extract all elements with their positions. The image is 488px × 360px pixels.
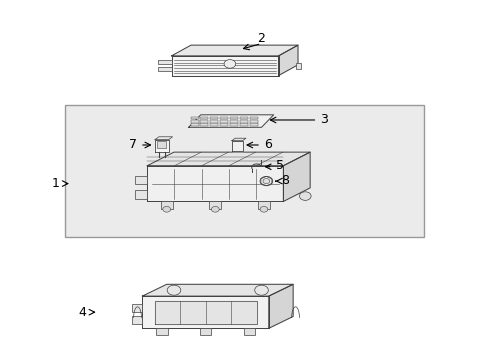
Polygon shape [268,284,292,328]
Bar [158,67,171,71]
Text: 4: 4 [79,306,86,319]
Text: 5: 5 [276,159,284,172]
Bar [135,190,147,199]
Polygon shape [142,284,292,296]
Bar [243,328,255,335]
Bar [220,123,228,126]
Text: 1: 1 [52,177,60,190]
Bar [200,117,208,119]
Bar [64,105,424,237]
Polygon shape [142,296,268,328]
Polygon shape [147,152,309,166]
Polygon shape [283,152,309,202]
Bar [190,117,198,119]
Bar [258,202,269,209]
Bar [156,328,167,335]
Bar [210,123,218,126]
Text: 3: 3 [319,113,327,126]
Bar [210,120,218,123]
Bar [295,63,301,68]
Polygon shape [154,301,256,324]
Bar [229,120,238,123]
Polygon shape [188,115,273,127]
Polygon shape [171,45,297,56]
Bar [239,123,247,126]
Circle shape [299,192,310,201]
Polygon shape [231,141,242,152]
Bar [249,117,257,119]
Bar [249,120,257,123]
Text: 7: 7 [128,138,136,151]
Circle shape [263,179,269,184]
Bar [157,141,166,148]
Bar [190,123,198,126]
Circle shape [211,206,219,212]
Bar [135,176,147,184]
Polygon shape [278,45,297,76]
Bar [190,120,198,123]
Polygon shape [155,137,172,140]
Circle shape [254,285,268,295]
Bar [229,117,238,119]
Bar [131,316,142,324]
Text: 2: 2 [257,32,265,45]
Bar [161,202,172,209]
Circle shape [224,60,235,68]
Bar [209,202,221,209]
Bar [220,117,228,119]
Polygon shape [155,140,168,153]
Bar [131,304,142,312]
Bar [239,117,247,119]
Bar [229,123,238,126]
Bar [239,120,247,123]
Circle shape [260,176,272,186]
Bar [200,120,208,123]
Circle shape [167,285,181,295]
Bar [158,60,171,64]
Bar [200,123,208,126]
Polygon shape [231,138,245,141]
Text: 8: 8 [281,174,288,187]
Polygon shape [171,56,278,76]
Bar [200,328,211,335]
Bar [210,117,218,119]
Circle shape [163,206,170,212]
Text: 6: 6 [264,138,271,151]
Circle shape [260,206,267,212]
Bar [249,123,257,126]
Bar [220,120,228,123]
Polygon shape [147,166,283,202]
